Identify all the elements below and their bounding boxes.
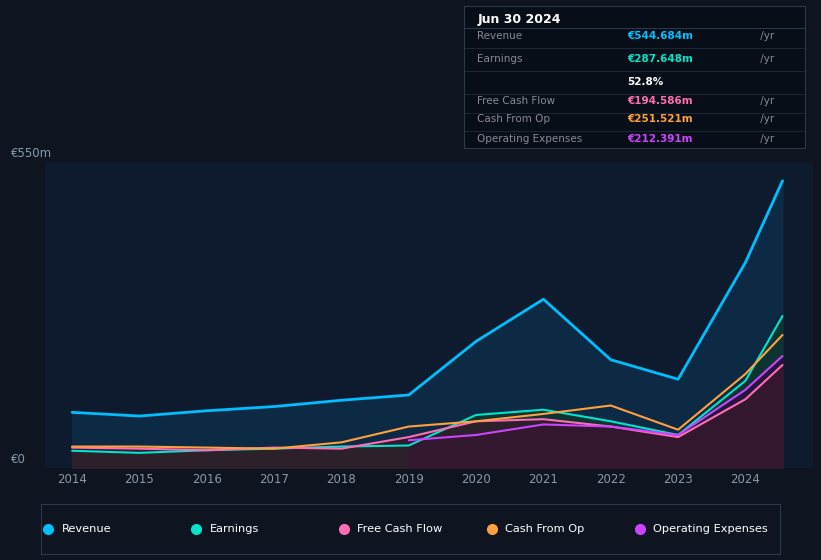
Text: /yr: /yr [757, 96, 774, 106]
Text: /yr: /yr [757, 134, 774, 144]
Text: Free Cash Flow: Free Cash Flow [357, 524, 443, 534]
Text: Cash From Op: Cash From Op [478, 114, 551, 124]
Text: /yr: /yr [757, 114, 774, 124]
Text: €194.586m: €194.586m [627, 96, 693, 106]
Text: €251.521m: €251.521m [627, 114, 693, 124]
Text: €544.684m: €544.684m [627, 31, 694, 41]
Text: /yr: /yr [757, 31, 774, 41]
Text: €550m: €550m [11, 147, 52, 160]
Text: 52.8%: 52.8% [627, 77, 663, 87]
Text: €287.648m: €287.648m [627, 54, 693, 64]
Text: Earnings: Earnings [478, 54, 523, 64]
Text: €0: €0 [11, 453, 25, 466]
Text: Operating Expenses: Operating Expenses [478, 134, 583, 144]
Text: Revenue: Revenue [62, 524, 112, 534]
Text: /yr: /yr [757, 54, 774, 64]
Text: Free Cash Flow: Free Cash Flow [478, 96, 556, 106]
Text: €212.391m: €212.391m [627, 134, 693, 144]
Text: Operating Expenses: Operating Expenses [653, 524, 768, 534]
Text: Revenue: Revenue [478, 31, 523, 41]
Text: Jun 30 2024: Jun 30 2024 [478, 13, 561, 26]
Text: Cash From Op: Cash From Op [505, 524, 585, 534]
Text: Earnings: Earnings [209, 524, 259, 534]
